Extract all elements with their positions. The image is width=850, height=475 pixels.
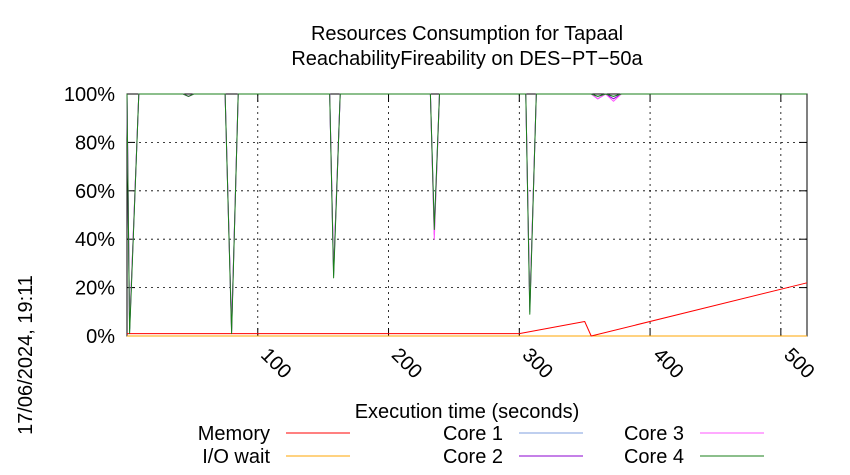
series-line-memory [127, 282, 808, 337]
chart-title: Resources Consumption for Tapaal [311, 23, 623, 45]
series-line-core-3 [126, 93, 807, 332]
grid-lines [127, 94, 807, 336]
series-line-core-4 [126, 93, 807, 335]
plot-frame [126, 93, 808, 337]
y-tick-label: 80% [75, 132, 115, 154]
legend-label-core-3: Core 3 [624, 423, 684, 445]
series-lines [126, 93, 808, 337]
y-tick-label: 60% [75, 181, 115, 203]
x-tick-label: 400 [649, 344, 688, 383]
legend-label-core-2: Core 2 [443, 446, 503, 468]
legend-label-memory: Memory [198, 423, 270, 445]
x-tick-label: 100 [256, 344, 295, 383]
timestamp-label: 17/06/2024, 19:11 [15, 275, 37, 435]
x-tick-label: 200 [387, 344, 426, 383]
series-line-core-2 [126, 93, 807, 330]
x-tick-label: 300 [518, 344, 557, 383]
y-tick-label: 20% [75, 278, 115, 300]
y-tick-label: 40% [75, 229, 115, 251]
ticks: 0% 20% 40% 60% 80% 100% 100 200 300 400 500 [64, 84, 819, 383]
y-tick-label: 100% [64, 84, 115, 106]
legend-label-i-o-wait: I/O wait [202, 446, 270, 468]
series-line-core-1 [126, 93, 807, 332]
y-tick-label: 0% [86, 326, 115, 348]
chart-subtitle: ReachabilityFireability on DES−PT−50a [291, 48, 643, 70]
x-axis-label: Execution time (seconds) [355, 401, 580, 423]
legend-label-core-1: Core 1 [443, 423, 503, 445]
x-tick-label: 500 [779, 344, 818, 383]
axes [126, 93, 808, 337]
legend-label-core-4: Core 4 [624, 446, 684, 468]
